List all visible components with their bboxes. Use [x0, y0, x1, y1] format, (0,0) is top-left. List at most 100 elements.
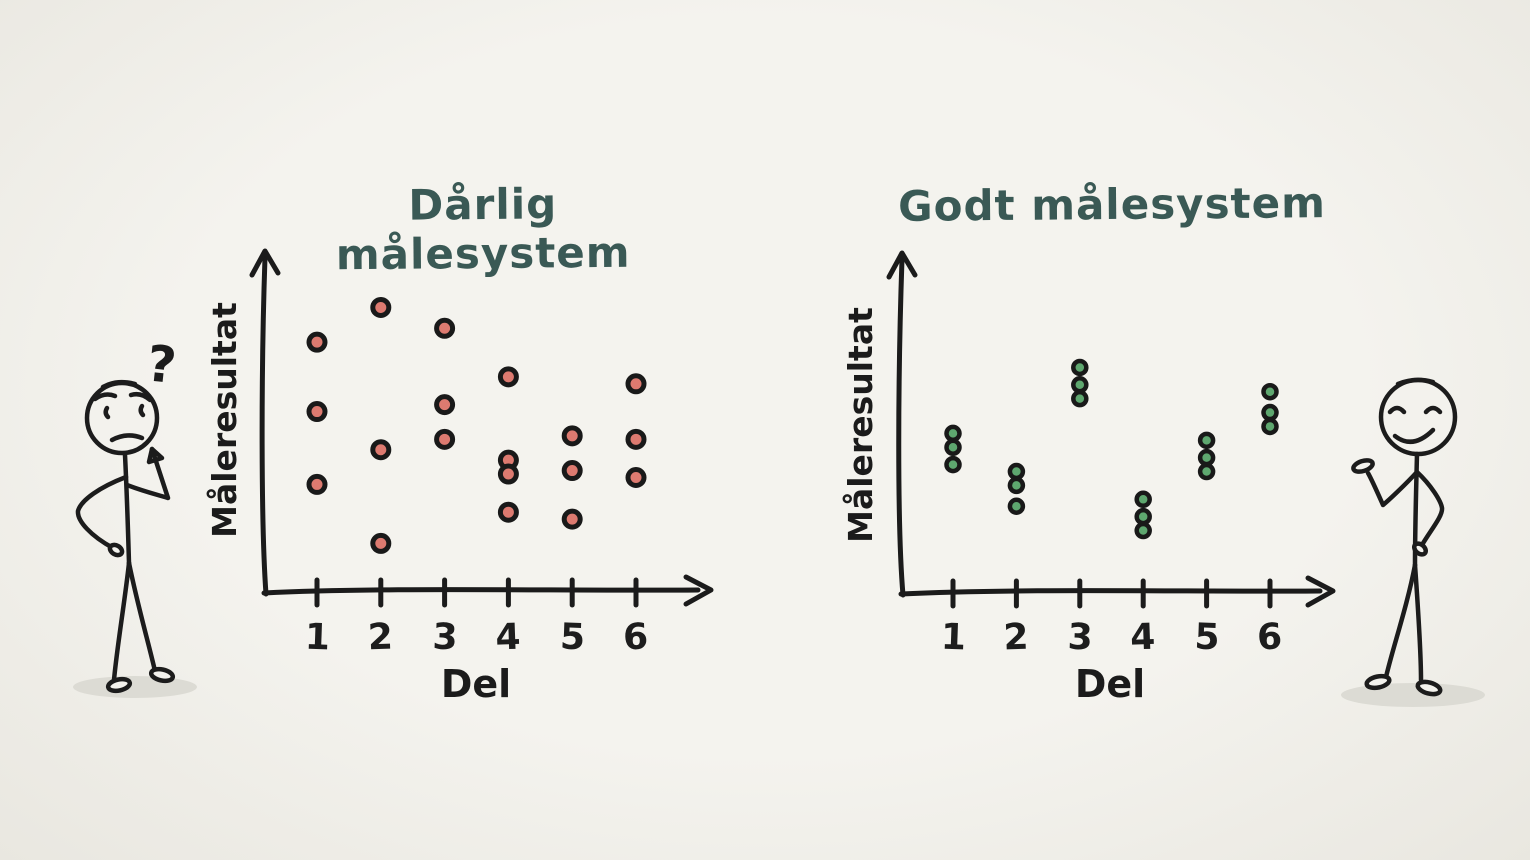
figure-foot-right — [1415, 679, 1443, 697]
x-tick-label: 2 — [1003, 617, 1029, 659]
happy-stick-figure — [1341, 377, 1485, 707]
x-tick-label: 5 — [559, 617, 585, 659]
y-axis — [259, 254, 269, 597]
figure-leg-left — [1383, 562, 1418, 680]
good-system-title: Godt målesystem — [897, 178, 1327, 231]
scatter-points — [944, 358, 1279, 540]
x-axis-ticks — [314, 577, 639, 608]
figure-hand-hip — [1411, 541, 1429, 557]
figure-mouth-smile — [1392, 427, 1436, 444]
data-point — [944, 438, 962, 457]
figure-leg-right — [126, 560, 158, 674]
data-point — [434, 394, 456, 416]
figure-eye-left — [103, 405, 111, 420]
y-axis — [896, 256, 906, 598]
data-point — [306, 401, 328, 423]
question-mark: ? — [144, 334, 179, 395]
figure-body — [122, 452, 132, 566]
data-point — [1261, 417, 1279, 436]
x-tick-label: 6 — [622, 617, 648, 659]
figure-mouth-frown — [109, 433, 145, 443]
scatter-points — [306, 296, 647, 554]
data-point — [1197, 448, 1216, 467]
data-point — [306, 473, 328, 495]
y-axis-label: Måleresultat — [205, 302, 244, 538]
figure-foot-left — [105, 676, 133, 694]
data-point — [1134, 507, 1152, 526]
x-tick-label: 3 — [432, 617, 458, 659]
data-point — [944, 424, 962, 443]
figure-leg-left — [111, 560, 132, 683]
figure-body — [1412, 451, 1420, 568]
data-point — [1197, 462, 1216, 481]
figure-eye-right — [138, 403, 146, 418]
data-point — [370, 439, 392, 461]
data-point — [625, 373, 647, 395]
x-axis — [898, 588, 1323, 597]
data-point — [1261, 382, 1279, 401]
data-point — [1071, 358, 1089, 377]
figure-head — [84, 380, 160, 456]
figure-arm-raised — [1365, 469, 1420, 508]
x-axis-label: Del — [1075, 662, 1145, 706]
data-point — [497, 366, 519, 388]
data-point — [1071, 389, 1089, 408]
x-tick-label: 4 — [1130, 617, 1156, 659]
data-point — [1261, 403, 1279, 422]
figure-eyebrow-right — [128, 391, 153, 403]
data-point — [370, 532, 392, 554]
data-point — [1007, 476, 1026, 495]
data-point — [1134, 490, 1152, 509]
figure-arm-to-chin — [124, 446, 171, 501]
data-point — [306, 331, 328, 353]
x-tick-label: 3 — [1067, 617, 1093, 659]
data-point — [434, 317, 456, 339]
data-point — [625, 466, 647, 488]
y-axis-label: Måleresultat — [841, 307, 880, 543]
figure-eyebrow-left — [92, 392, 118, 402]
y-axis-arrowhead — [886, 250, 918, 280]
figure-hair — [1395, 377, 1436, 387]
y-axis-arrowhead — [249, 248, 281, 278]
figure-foot-right — [148, 666, 176, 684]
figure-shadow — [73, 676, 197, 698]
data-point — [625, 428, 647, 450]
figure-shadow — [1341, 683, 1485, 707]
data-point — [434, 428, 456, 450]
data-point — [944, 455, 962, 474]
figure-head — [1378, 377, 1458, 457]
x-tick-label: 4 — [495, 617, 521, 659]
data-point — [1007, 462, 1026, 481]
data-point — [561, 508, 583, 530]
confused-stick-figure: ? — [73, 334, 197, 698]
x-tick-label: 6 — [1256, 617, 1282, 659]
figure-foot-left — [1364, 673, 1392, 691]
x-axis-label: Del — [441, 662, 511, 706]
data-point — [370, 296, 392, 318]
figure-hair — [100, 379, 138, 390]
figure-hand-hip — [107, 542, 125, 558]
data-point — [1134, 521, 1152, 540]
x-tick-label: 1 — [940, 617, 966, 659]
data-point — [1007, 497, 1026, 515]
figure-hand-open — [1351, 458, 1375, 474]
figure-leg-right — [1412, 562, 1424, 683]
x-tick-label: 1 — [304, 617, 330, 659]
data-point — [497, 463, 519, 485]
figure-eye-right — [1423, 405, 1443, 415]
data-point — [1071, 376, 1089, 394]
x-tick-label: 2 — [367, 617, 393, 659]
data-point — [497, 501, 519, 523]
figure-hand-chin — [146, 446, 165, 465]
x-axis-arrowhead — [683, 574, 714, 607]
x-axis-arrowhead — [1305, 575, 1336, 608]
data-point — [561, 460, 583, 482]
data-point — [561, 425, 583, 447]
x-axis-ticks — [950, 578, 1273, 609]
figure-arm-on-hip — [1414, 469, 1445, 548]
